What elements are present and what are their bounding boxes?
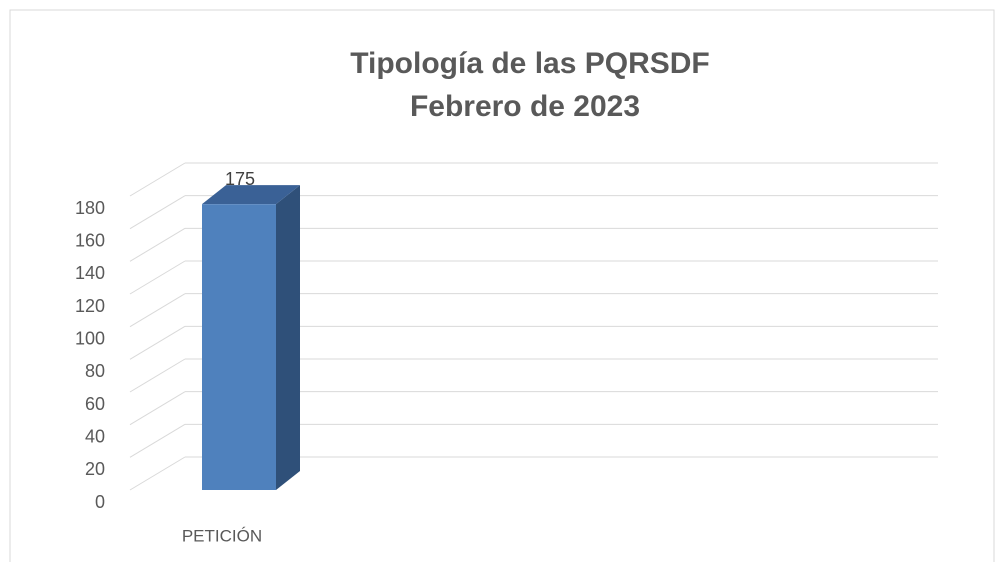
x-tick-label: PETICIÓN	[182, 526, 262, 545]
y-tick-label: 60	[85, 394, 105, 414]
bar	[202, 204, 276, 490]
y-tick-label: 20	[85, 459, 105, 479]
y-tick-label: 0	[95, 492, 105, 512]
grid-line	[129, 456, 186, 491]
grid-line	[129, 358, 186, 393]
y-tick-label: 40	[85, 426, 105, 446]
grid-line	[129, 391, 186, 426]
grid-line	[129, 260, 186, 295]
grid-line	[129, 293, 186, 328]
grid-line	[129, 227, 186, 262]
y-tick-label: 80	[85, 361, 105, 381]
grid-line	[129, 423, 186, 458]
y-tick-label: 160	[75, 230, 105, 250]
y-tick-label: 180	[75, 198, 105, 218]
grid-line	[129, 195, 186, 230]
y-tick-label: 120	[75, 296, 105, 316]
bar-top	[202, 185, 300, 205]
bar-side	[276, 185, 300, 490]
grid-line	[129, 325, 186, 360]
y-tick-label: 100	[75, 328, 105, 348]
y-tick-label: 140	[75, 263, 105, 283]
data-label: 175	[225, 169, 255, 189]
chart-title: Tipología de las PQRSDF	[350, 47, 710, 80]
chart-frame	[9, 9, 995, 562]
grid-line	[129, 162, 186, 197]
chart-subtitle: Febrero de 2023	[410, 90, 640, 123]
